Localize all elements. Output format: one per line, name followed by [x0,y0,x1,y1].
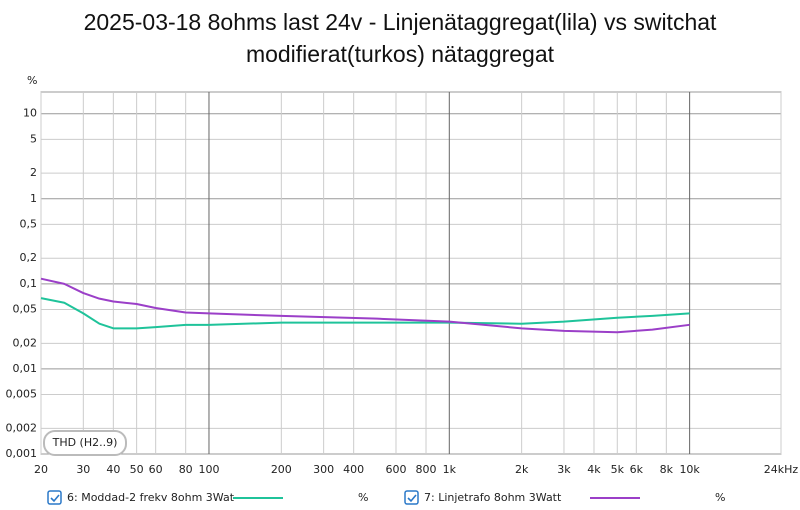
legend-box-label: THD (H2..9) [52,436,118,449]
x-tick-label: 600 [385,463,406,476]
y-tick-label: 0,2 [20,251,38,264]
legend-label: 6: Moddad-2 frekv 8ohm 3Wat [67,491,235,504]
x-tick-label: 200 [271,463,292,476]
x-tick-label: 100 [198,463,219,476]
checkbox[interactable] [47,490,62,505]
x-tick-label: 80 [179,463,193,476]
plot-area [40,91,782,455]
x-tick-label: 300 [313,463,334,476]
data-line [40,277,690,334]
x-tick-label: 30 [76,463,90,476]
x-tick-label: 8k [660,463,674,476]
y-unit: % [27,74,37,87]
y-tick-label: 0,01 [13,362,38,375]
y-tick-label: 0,001 [6,447,38,460]
y-tick-label: 5 [30,132,37,145]
data-line [40,297,690,330]
x-tick-label: 60 [149,463,163,476]
y-tick-label: 2 [30,166,37,179]
x-tick-label: 6k [630,463,644,476]
x-tick-label: 800 [416,463,437,476]
x-tick-label: 40 [106,463,120,476]
checkbox[interactable] [404,490,419,505]
y-tick-label: 0,1 [20,277,38,290]
x-tick-label: 5k [611,463,625,476]
x-tick-label: 24kHz [764,463,799,476]
y-tick-label: 10 [23,107,37,120]
y-tick-label: 0,002 [6,421,38,434]
checkbox-check [50,494,60,503]
y-tick-label: 0,05 [13,302,38,315]
legend-label: 7: Linjetrafo 8ohm 3Watt [424,491,562,504]
x-tick-label: 3k [557,463,571,476]
x-tick-label: 10k [679,463,700,476]
checkbox-check [407,494,417,503]
legend-unit: % [715,491,725,504]
chart-title: 2025-03-18 8ohms last 24v - Linjenätaggr… [83,9,717,67]
x-tick-label: 400 [343,463,364,476]
x-tick-label: 2k [515,463,529,476]
y-tick-label: 0,5 [20,217,38,230]
y-tick-label: 1 [30,192,37,205]
x-tick-label: 4k [587,463,601,476]
x-tick-label: 50 [130,463,144,476]
y-tick-label: 0,005 [6,388,38,401]
legend-unit: % [358,491,368,504]
x-tick-label: 1k [443,463,457,476]
x-tick-label: 20 [34,463,48,476]
legend-box [43,430,127,456]
y-tick-label: 0,02 [13,336,38,349]
